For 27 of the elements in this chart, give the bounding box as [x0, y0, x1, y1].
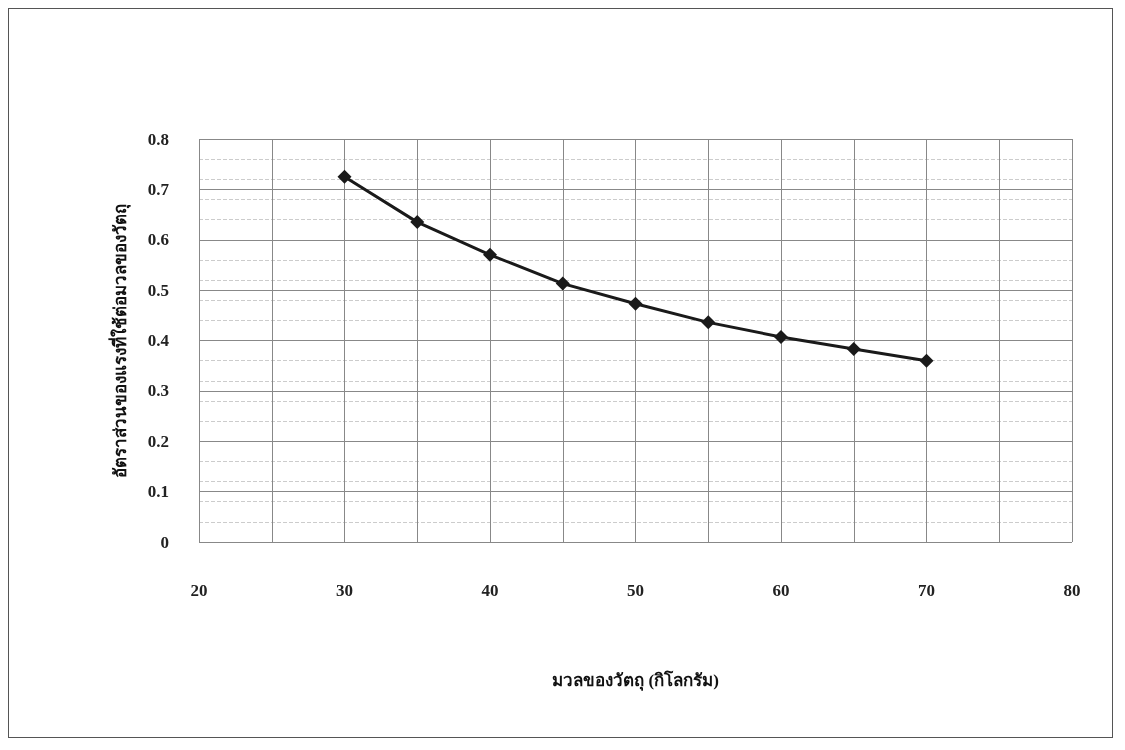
point	[774, 329, 788, 344]
point	[555, 276, 570, 291]
y-tick-label: 0.1	[147, 482, 169, 502]
y-tick-label: 0.3	[147, 381, 169, 401]
y-tick-label: 0.8	[147, 129, 169, 149]
point	[701, 315, 716, 330]
point	[410, 215, 425, 230]
point	[846, 342, 861, 357]
x-tick-label: 60	[772, 581, 790, 600]
point	[919, 353, 934, 368]
y-tick-label: 0.5	[147, 280, 169, 300]
x-tick-label: 50	[627, 581, 644, 600]
x-tick-label: 40	[481, 581, 499, 600]
y-tick-label: 0.6	[147, 230, 169, 250]
point	[483, 247, 497, 262]
x-tick-label: 20	[190, 581, 208, 600]
x-tick-label: 30	[336, 581, 353, 600]
y-axis-title: อัตราส่วนของแรงที่ใช้ต่อมวลของวัตถุ	[108, 203, 131, 478]
x-axis-title: มวลของวัตถุ (กิโลกรัม)	[552, 670, 719, 691]
y-tick-label: 0.4	[147, 331, 170, 350]
y-tick-label: 0	[160, 532, 169, 552]
x-tick-label: 70	[918, 581, 935, 600]
y-tick-label: 0.7	[147, 179, 170, 199]
point	[628, 296, 643, 311]
point	[337, 169, 352, 184]
y-tick-label: 0.2	[147, 431, 169, 451]
x-tick-label: 80	[1063, 581, 1081, 600]
